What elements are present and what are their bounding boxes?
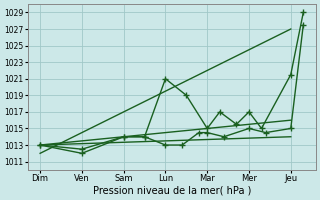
- X-axis label: Pression niveau de la mer( hPa ): Pression niveau de la mer( hPa ): [92, 186, 251, 196]
